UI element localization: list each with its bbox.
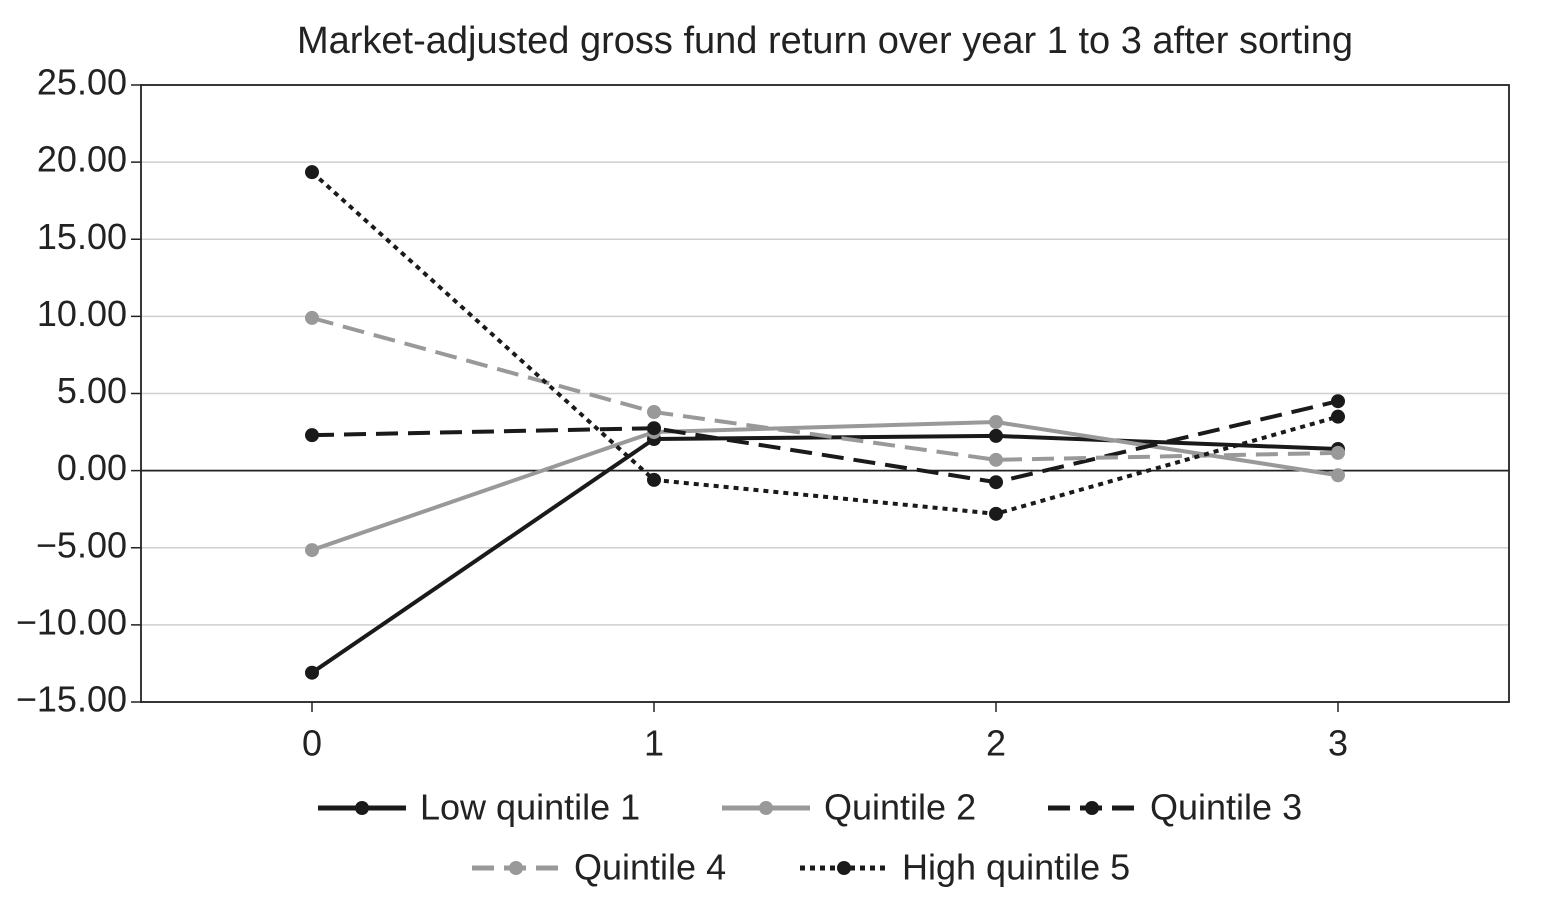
data-point bbox=[1331, 409, 1345, 424]
legend-marker bbox=[837, 861, 851, 875]
data-point bbox=[305, 543, 319, 558]
y-tick-label: −15.00 bbox=[16, 679, 127, 720]
legend-label: Quintile 2 bbox=[824, 787, 976, 828]
data-point bbox=[647, 421, 661, 436]
data-point bbox=[989, 415, 1003, 430]
legend-label: Quintile 3 bbox=[1150, 787, 1302, 828]
y-tick-label: −5.00 bbox=[36, 524, 127, 565]
y-tick-label: 0.00 bbox=[57, 447, 127, 488]
series-line bbox=[311, 399, 1339, 485]
data-point bbox=[305, 165, 319, 180]
legend-label: High quintile 5 bbox=[902, 847, 1130, 888]
y-tick-label: −10.00 bbox=[16, 601, 127, 642]
data-point bbox=[989, 452, 1003, 467]
y-tick-label: 10.00 bbox=[37, 293, 127, 334]
data-point bbox=[647, 405, 661, 420]
y-tick-label: 15.00 bbox=[37, 216, 127, 257]
data-point bbox=[305, 310, 319, 325]
data-point bbox=[647, 472, 661, 487]
y-tick-label: 20.00 bbox=[37, 139, 127, 180]
legend-marker bbox=[355, 801, 369, 815]
data-point bbox=[1331, 445, 1345, 460]
legend-label: Low quintile 1 bbox=[420, 787, 640, 828]
data-point bbox=[305, 665, 319, 680]
x-tick-label: 1 bbox=[644, 723, 664, 764]
data-point bbox=[989, 475, 1003, 490]
data-point bbox=[1331, 468, 1345, 483]
y-tick-label: 5.00 bbox=[57, 370, 127, 411]
plot-frame bbox=[140, 84, 1510, 703]
x-tick-label: 3 bbox=[1328, 723, 1348, 764]
data-point bbox=[305, 428, 319, 443]
data-point bbox=[989, 506, 1003, 521]
y-tick-label: 25.00 bbox=[37, 62, 127, 103]
legend-marker bbox=[1085, 801, 1099, 815]
x-tick-label: 2 bbox=[986, 723, 1006, 764]
series-line bbox=[311, 420, 1339, 552]
x-tick-label: 0 bbox=[302, 723, 322, 764]
legend-marker bbox=[509, 861, 523, 875]
series-line bbox=[310, 170, 1339, 516]
data-point bbox=[1331, 394, 1345, 409]
chart-title: Market-adjusted gross fund return over y… bbox=[297, 20, 1353, 62]
legend-label: Quintile 4 bbox=[574, 847, 726, 888]
data-point bbox=[989, 428, 1003, 443]
series-line bbox=[311, 315, 1339, 462]
legend-marker bbox=[759, 801, 773, 815]
